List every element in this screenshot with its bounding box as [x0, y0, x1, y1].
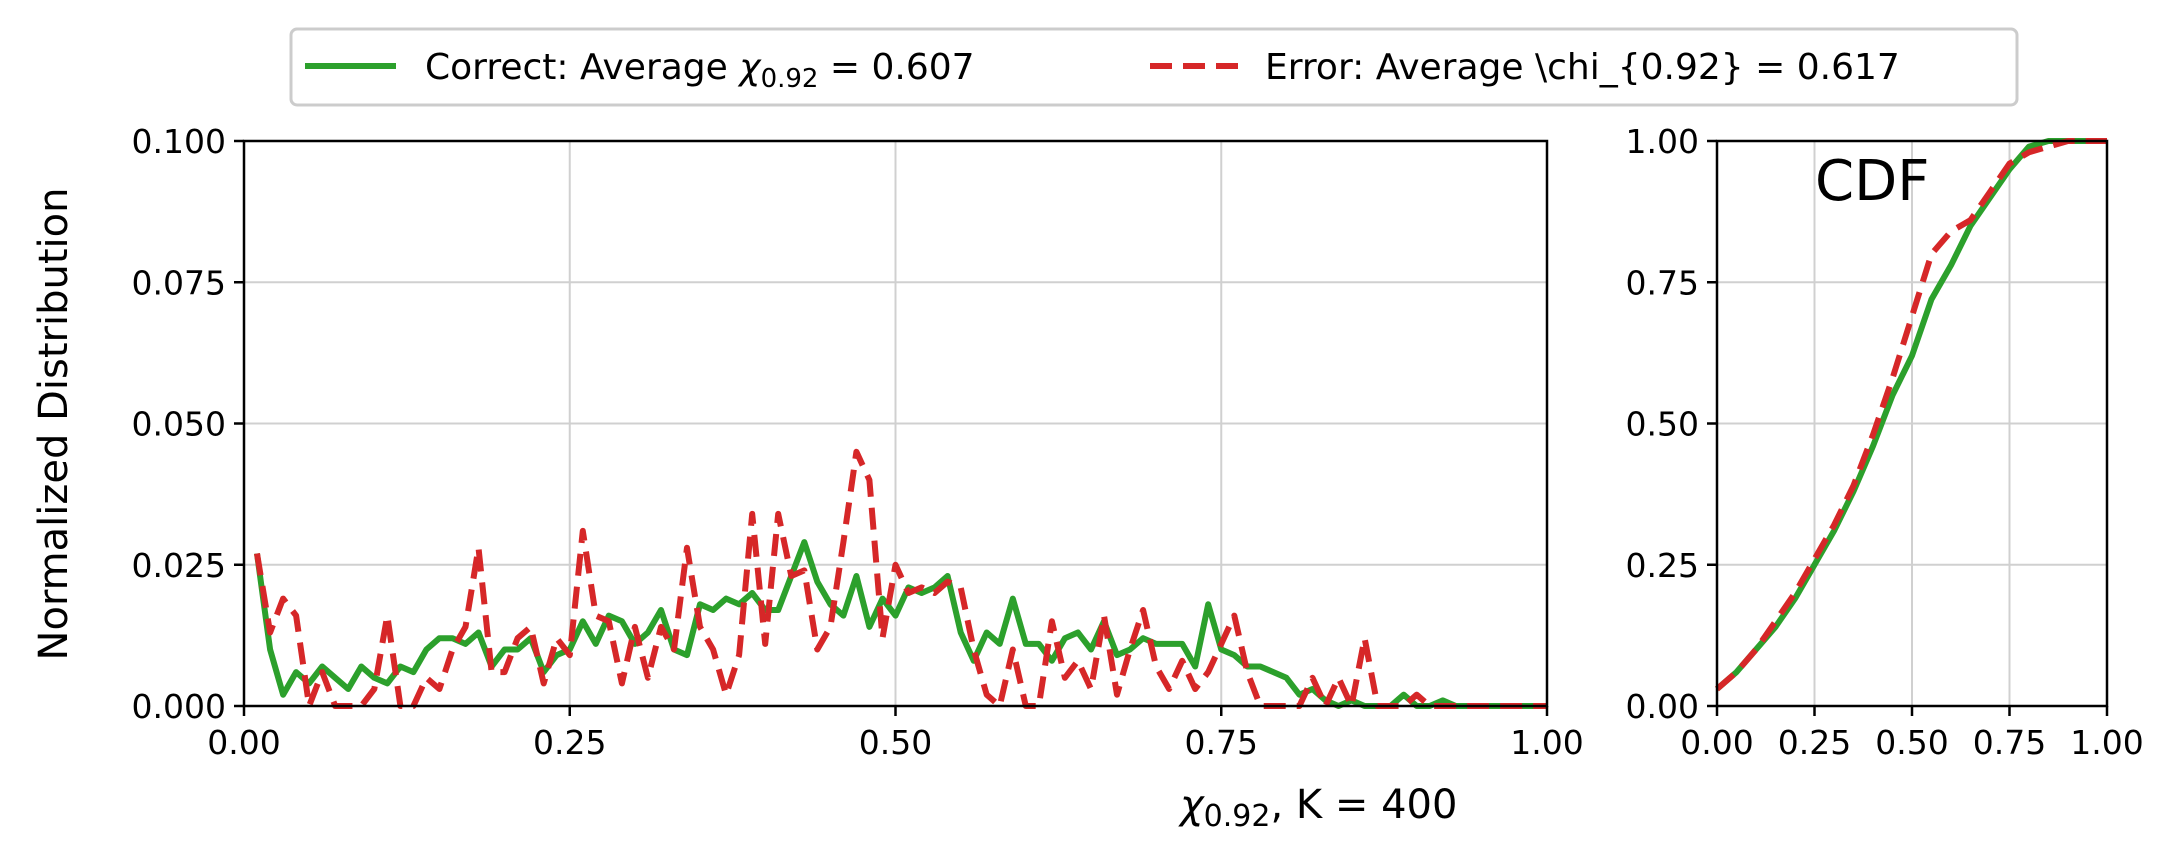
cdf-ytick-label: 0.75: [1626, 263, 1699, 302]
cdf-series-lines: [1715, 138, 2107, 692]
cdf-ytick-label: 0.25: [1626, 546, 1699, 585]
main-xtick-label: 0.25: [533, 723, 606, 762]
main-ytick-label: 0.050: [132, 405, 226, 444]
cdf-ytick-label: 0.00: [1626, 687, 1699, 726]
main-ytick-label: 0.100: [132, 122, 226, 161]
cdf-annotation: CDF: [1815, 149, 1929, 214]
main-xtick-label: 0.75: [1185, 723, 1258, 762]
main-series-lines: [254, 448, 1547, 709]
main-ticks: 0.00 0.25 0.50 0.75 1.00 0.000 0.025 0.050 0.075…: [132, 122, 1584, 762]
legend-label-error: Error: Average \chi_{0.92} = 0.617: [1265, 47, 1900, 88]
main-series-error-line: [254, 448, 1547, 709]
legend: Correct: Average χ0.92 = 0.607 Error: Av…: [289, 27, 2019, 107]
cdf-xtick-label: 1.00: [2070, 723, 2143, 762]
cdf-xtick-label: 0.25: [1778, 723, 1851, 762]
cdf-xtick-label: 0.75: [1973, 723, 2046, 762]
cdf-xtick-label: 0.00: [1680, 723, 1753, 762]
main-xlabel: χ0.92, K = 400: [1178, 782, 1457, 834]
main-ytick-label: 0.075: [132, 263, 226, 302]
main-ytick-label: 0.025: [132, 546, 226, 585]
cdf-plot: 0.00 0.25 0.50 0.75 1.00 0.00 0.25 0.50 0.75 1.00…: [1626, 122, 2144, 762]
cdf-series-correct-line: [1715, 138, 2107, 692]
main-ylabel: Normalized Distribution: [31, 188, 77, 661]
cdf-ytick-label: 1.00: [1626, 122, 1699, 161]
cdf-xtick-label: 0.50: [1875, 723, 1948, 762]
main-xtick-label: 0.50: [859, 723, 932, 762]
cdf-ytick-label: 0.50: [1626, 405, 1699, 444]
cdf-series-error-line: [1715, 138, 2107, 692]
main-xtick-label: 1.00: [1510, 723, 1583, 762]
main-xtick-label: 0.00: [207, 723, 280, 762]
main-ytick-label: 0.000: [132, 687, 226, 726]
legend-label-correct: Correct: Average χ0.92 = 0.607: [425, 47, 975, 94]
cdf-ticks: 0.00 0.25 0.50 0.75 1.00 0.00 0.25 0.50 0.75 1.00: [1626, 122, 2144, 762]
main-series-correct-line: [254, 539, 1547, 709]
main-plot: 0.00 0.25 0.50 0.75 1.00 0.000 0.025 0.050 0.075…: [31, 122, 1584, 834]
